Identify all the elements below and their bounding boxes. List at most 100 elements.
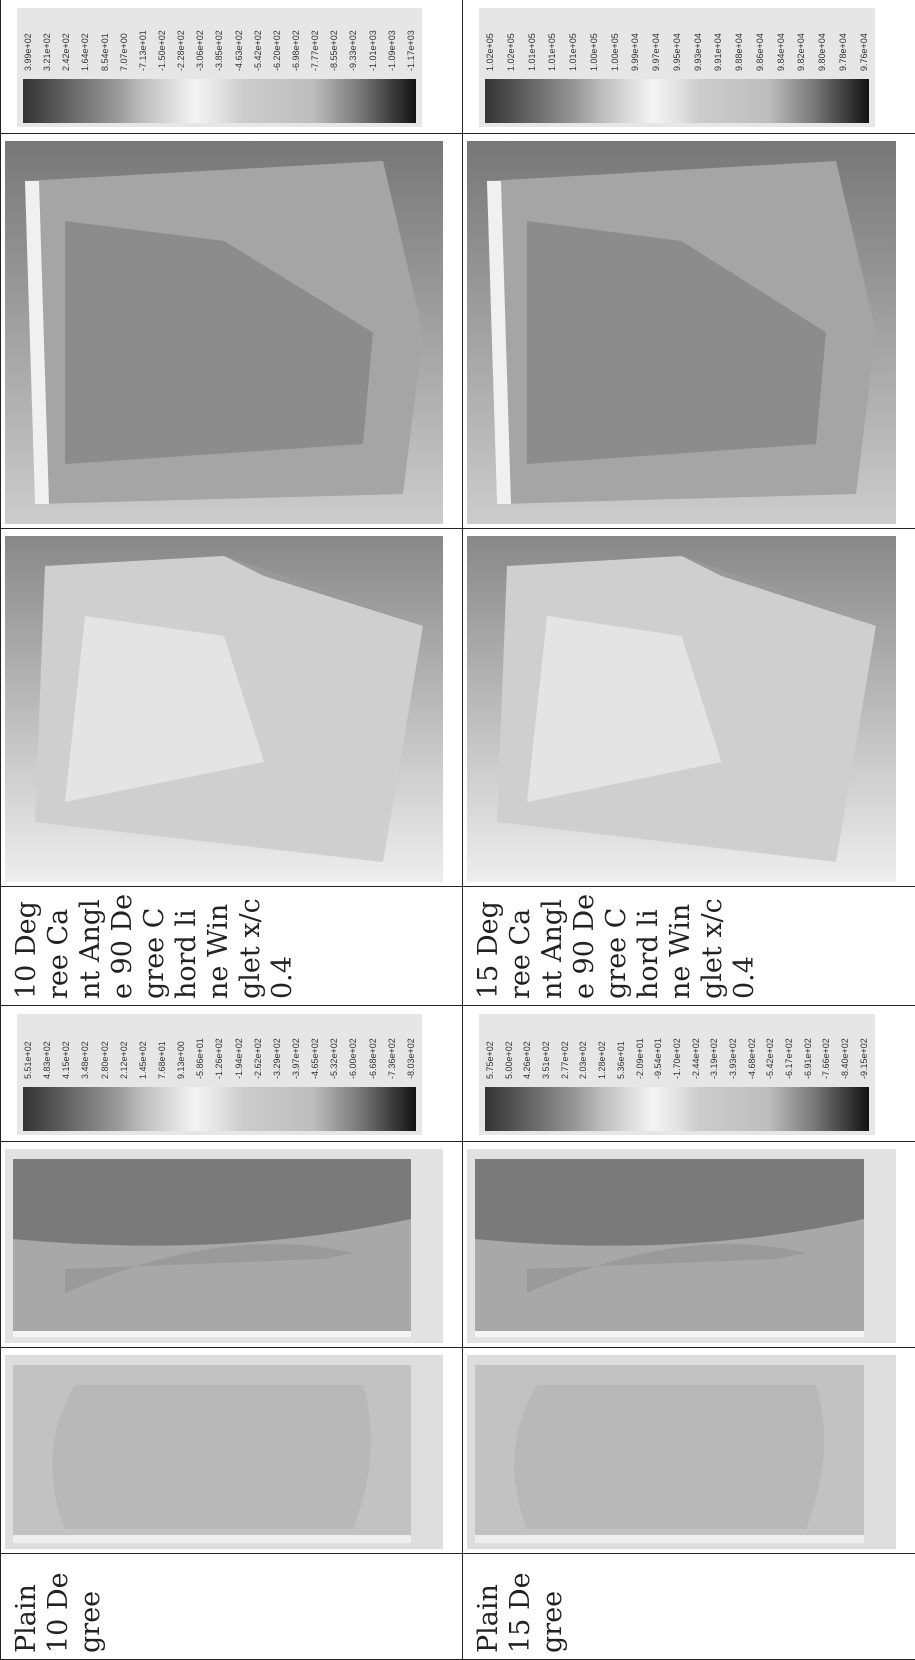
legend-value: -4.65e+02 [310,1018,320,1079]
legend-value: -7.77e+02 [310,12,320,71]
legend-value: -1.09e+03 [387,12,397,71]
legend-value: 3.21e+02 [42,12,52,71]
legend-cell: 5.51e+02 4.83e+02 4.15e+02 3.48e+02 2.80e+02… [1,1006,463,1142]
legend-value: 3.48e+02 [80,1018,90,1079]
table-row: Plain 10 Degree 5.51e+02 4.83e+02 4.15e+02 3… [1,0,463,1660]
legend-value: 7.68e+01 [157,1018,167,1079]
legend-value: 5.51e+02 [23,1018,33,1079]
legend-value: -5.32e+02 [329,1018,339,1079]
image-cell [1,1142,463,1348]
legend-value: 2.12e+02 [119,1018,129,1079]
legend-value: -1.01e+03 [368,12,378,71]
legend-value: 9.99e+04 [630,12,640,71]
legend-value: -5.42e+02 [253,12,263,71]
legend-value: -8.40e+02 [840,1018,850,1079]
color-bar [23,79,416,123]
legend-value: 9.80e+04 [817,12,827,71]
legend-value: 9.13e+00 [176,1018,186,1079]
legend-value: 1.01e+05 [527,12,537,71]
legend-value: 1.00e+05 [610,12,620,71]
legend-value: 9.78e+04 [838,12,848,71]
legend-value: 2.80e+02 [100,1018,110,1079]
legend-values: 5.51e+02 4.83e+02 4.15e+02 3.48e+02 2.80e+02… [23,1018,416,1079]
legend-value: -1.26e+02 [214,1018,224,1079]
legend-value: 4.15e+02 [61,1018,71,1079]
legend-value: -8.03e+02 [406,1018,416,1079]
legend-value: 1.01e+05 [568,12,578,71]
legend-value: 9.76e+04 [859,12,869,71]
contour-plot [467,1149,896,1343]
legend-value: -6.17e+02 [784,1018,794,1079]
legend-value: 2.77e+02 [560,1018,570,1079]
legend-value: -2.28e+02 [176,12,186,71]
color-bar [485,79,869,123]
contour-plot [467,141,896,524]
legend-value: -1.50e+02 [157,12,167,71]
legend-value: 9.88e+04 [734,12,744,71]
legend-value: -7.36e+02 [387,1018,397,1079]
legend-value: -2.44e+02 [691,1018,701,1079]
legend-cell: 1.02e+05 1.02e+05 1.01e+05 1.01e+05 1.01e+05… [463,0,915,134]
legend-value: -7.13e+01 [138,12,148,71]
label-cell: Plain 10 Degree [1,1554,463,1660]
rotated-page: Plain 10 Degree 5.51e+02 4.83e+02 4.15e+02 3… [0,0,915,1660]
legend-value: 1.02e+05 [506,12,516,71]
legend-value: 9.97e+04 [651,12,661,71]
legend-value: -6.91e+02 [803,1018,813,1079]
legend-value: 1.00e+05 [589,12,599,71]
legend-value: -8.55e+02 [329,12,339,71]
legend-value: 9.86e+04 [755,12,765,71]
legend-value: 5.00e+02 [504,1018,514,1079]
legend-value: -2.09e+01 [635,1018,645,1079]
legend-value: -3.19e+02 [709,1018,719,1079]
legend-value: -1.94e+02 [234,1018,244,1079]
image-cell [1,134,463,529]
legend-value: -6.98e+02 [291,12,301,71]
legend-value: -5.86e+01 [195,1018,205,1079]
legend-value: -3.93e+02 [728,1018,738,1079]
results-table: Plain 10 Degree 5.51e+02 4.83e+02 4.15e+02 3… [0,0,915,1660]
legend-value: -5.42e+02 [765,1018,775,1079]
legend-value: 9.93e+04 [693,12,703,71]
color-legend: 5.51e+02 4.83e+02 4.15e+02 3.48e+02 2.80e+02… [17,1014,422,1135]
contour-plot [5,536,443,882]
legend-value: 1.45e+02 [138,1018,148,1079]
legend-value: 3.99e+02 [23,12,33,71]
legend-value: -6.20e+02 [272,12,282,71]
legend-value: -1.17e+03 [406,12,416,71]
contour-plot [467,536,896,882]
legend-value: 7.07e+00 [119,12,129,71]
legend-value: 4.26e+02 [522,1018,532,1079]
legend-value: 1.02e+05 [485,12,495,71]
image-cell [463,1142,915,1348]
legend-value: -2.62e+02 [253,1018,263,1079]
legend-value: 1.01e+05 [547,12,557,71]
legend-value: -6.68e+02 [368,1018,378,1079]
legend-value: 1.28e+02 [597,1018,607,1079]
legend-values: 1.02e+05 1.02e+05 1.01e+05 1.01e+05 1.01e+05… [485,12,869,71]
label-cell: Plain 15 Degree [463,1554,915,1660]
legend-value: 5.36e+01 [616,1018,626,1079]
legend-value: 4.83e+02 [42,1018,52,1079]
legend-value: -3.29e+02 [272,1018,282,1079]
legend-value: -1.70e+02 [672,1018,682,1079]
contour-plot [467,1355,896,1549]
color-bar [23,1087,416,1131]
image-cell [1,1348,463,1554]
legend-value: 9.95e+04 [672,12,682,71]
legend-value: -4.68e+02 [747,1018,757,1079]
legend-value: 3.51e+02 [541,1018,551,1079]
page: {"rows": [ {"plain_label": "Plain 10 Deg… [0,0,915,1660]
contour-plot [5,141,443,524]
legend-value: 9.91e+04 [713,12,723,71]
image-cell [1,529,463,887]
legend-value: -9.15e+02 [859,1018,869,1079]
image-cell [463,134,915,529]
image-cell [463,1348,915,1554]
